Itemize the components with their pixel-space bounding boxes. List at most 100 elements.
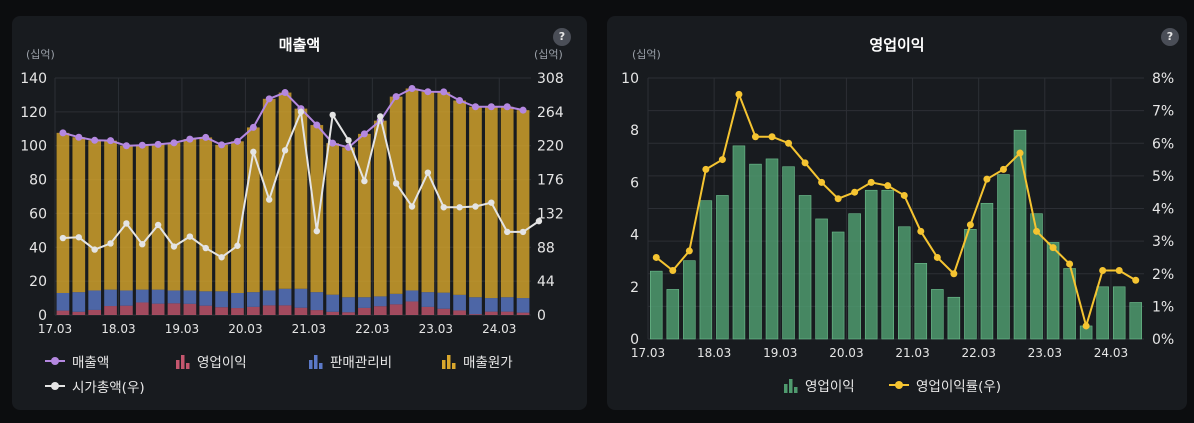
- line-marker-icon: [45, 357, 65, 365]
- x-tick-label: 18.03: [101, 322, 135, 336]
- legend-cogs[interactable]: 매출원가: [441, 351, 513, 371]
- question-icon[interactable]: ?: [553, 28, 571, 46]
- y-tick-right: 220: [537, 139, 564, 155]
- bar-op-profit: [1013, 129, 1027, 340]
- bar-sga: [484, 298, 498, 312]
- revenue-point: [329, 139, 337, 147]
- mktcap-point: [408, 203, 416, 210]
- mktcap-point: [345, 137, 352, 144]
- mktcap-point: [170, 243, 178, 250]
- revenue-chart: 0 0 20 44 40 88 60 132 80 176 100 220 120 264 140 308 17…: [20, 48, 564, 336]
- bar-op-profit: [500, 311, 514, 315]
- y-tick-left: 60: [29, 206, 47, 222]
- bar-sga: [516, 298, 530, 313]
- y-tick-right: 132: [537, 206, 564, 222]
- bar-sga: [88, 290, 102, 310]
- revenue-point: [75, 133, 83, 141]
- mktcap-point: [377, 113, 384, 120]
- revenue-point: [186, 135, 194, 143]
- op-margin-point: [950, 270, 958, 278]
- op-margin-point: [685, 247, 693, 255]
- x-tick-label: 17.03: [38, 322, 72, 336]
- mktcap-point: [123, 220, 130, 227]
- bar-op-profit: [815, 218, 828, 340]
- revenue-point: [249, 123, 257, 131]
- x-tick-label: 24.03: [1094, 346, 1128, 360]
- bar-op-profit: [1129, 302, 1142, 340]
- y-tick-right: 1%: [1152, 299, 1174, 315]
- bar-sga: [294, 288, 308, 308]
- bar-op-profit: [749, 163, 762, 340]
- bar-sga: [120, 290, 133, 306]
- bar-cogs: [516, 110, 530, 299]
- x-tick-label: 23.03: [419, 322, 453, 336]
- bar-op-profit: [881, 189, 894, 340]
- op-margin-point: [884, 182, 892, 190]
- legend-mktcap[interactable]: 시가총액(우): [44, 376, 145, 396]
- legend-op-margin[interactable]: 영업이익률(우): [888, 375, 1001, 395]
- legend-sga-label: 판매관리비: [330, 355, 393, 371]
- revenue-point: [107, 137, 115, 145]
- op-margin-point: [702, 165, 710, 173]
- x-tick-label: 19.03: [763, 346, 797, 360]
- bar-op-profit: [1096, 286, 1109, 340]
- bar-cogs: [326, 143, 340, 295]
- x-tick-label: 21.03: [292, 322, 326, 336]
- bar-op-profit: [1046, 242, 1060, 340]
- bar-cogs: [405, 88, 419, 291]
- mktcap-point: [456, 204, 463, 211]
- legend-sga[interactable]: 판매관리비: [308, 351, 392, 371]
- mktcap-point: [488, 199, 495, 206]
- mktcap-point: [202, 244, 209, 252]
- bar-chart-icon: [442, 355, 456, 369]
- question-icon[interactable]: ?: [1161, 28, 1179, 46]
- y-tick-right: 88: [537, 240, 555, 256]
- bar-sga: [326, 294, 340, 312]
- mktcap-point: [361, 177, 368, 185]
- op-margin-point: [768, 133, 776, 141]
- bar-op-profit: [650, 270, 663, 340]
- bar-op-profit: [947, 296, 961, 340]
- bar-op-profit: [782, 166, 795, 340]
- bar-sga: [405, 290, 419, 302]
- y-tick-left: 100: [20, 139, 47, 155]
- revenue-point: [360, 130, 368, 138]
- legend-cogs-label: 매출원가: [463, 355, 513, 371]
- legend-revenue-label: 매출액: [72, 355, 110, 371]
- mktcap-point: [519, 228, 527, 236]
- bar-op-profit: [798, 195, 812, 340]
- bar-op-profit: [1112, 286, 1126, 340]
- bar-sga: [358, 297, 371, 308]
- op-margin-point: [900, 191, 908, 199]
- bar-op-profit: [516, 312, 530, 315]
- x-tick-label: 20.03: [228, 322, 262, 336]
- bar-op-profit: [310, 310, 324, 315]
- y-tick-right: 44: [537, 274, 555, 290]
- mktcap-point: [392, 180, 400, 187]
- bar-cogs: [215, 144, 228, 292]
- y-tick-right: 6%: [1152, 136, 1174, 152]
- bar-sga: [437, 292, 451, 309]
- bar-cogs: [56, 132, 70, 293]
- op-margin-point: [1033, 227, 1041, 235]
- op-margin-point: [785, 139, 793, 147]
- revenue-point: [471, 103, 479, 111]
- legend-op-profit[interactable]: 영업이익: [175, 351, 247, 371]
- bar-op-profit: [765, 158, 779, 340]
- bar-cogs: [167, 142, 181, 291]
- bar-op-profit: [104, 306, 117, 315]
- mktcap-point: [91, 246, 98, 253]
- bar-cogs: [310, 125, 324, 293]
- y-tick-right: 308: [537, 71, 564, 87]
- bar-cogs: [104, 140, 117, 290]
- y-tick-left: 20: [29, 274, 47, 290]
- bar-cogs: [231, 141, 244, 293]
- legend-op-profit-bars[interactable]: 영업이익: [783, 375, 855, 395]
- y-tick-left: 0: [630, 332, 639, 348]
- x-tick-label: 21.03: [895, 346, 929, 360]
- legend-revenue[interactable]: 매출액: [44, 351, 109, 371]
- mktcap-point: [266, 196, 273, 203]
- revenue-point: [440, 88, 448, 96]
- bar-sga: [373, 296, 387, 307]
- bar-sga: [246, 292, 260, 307]
